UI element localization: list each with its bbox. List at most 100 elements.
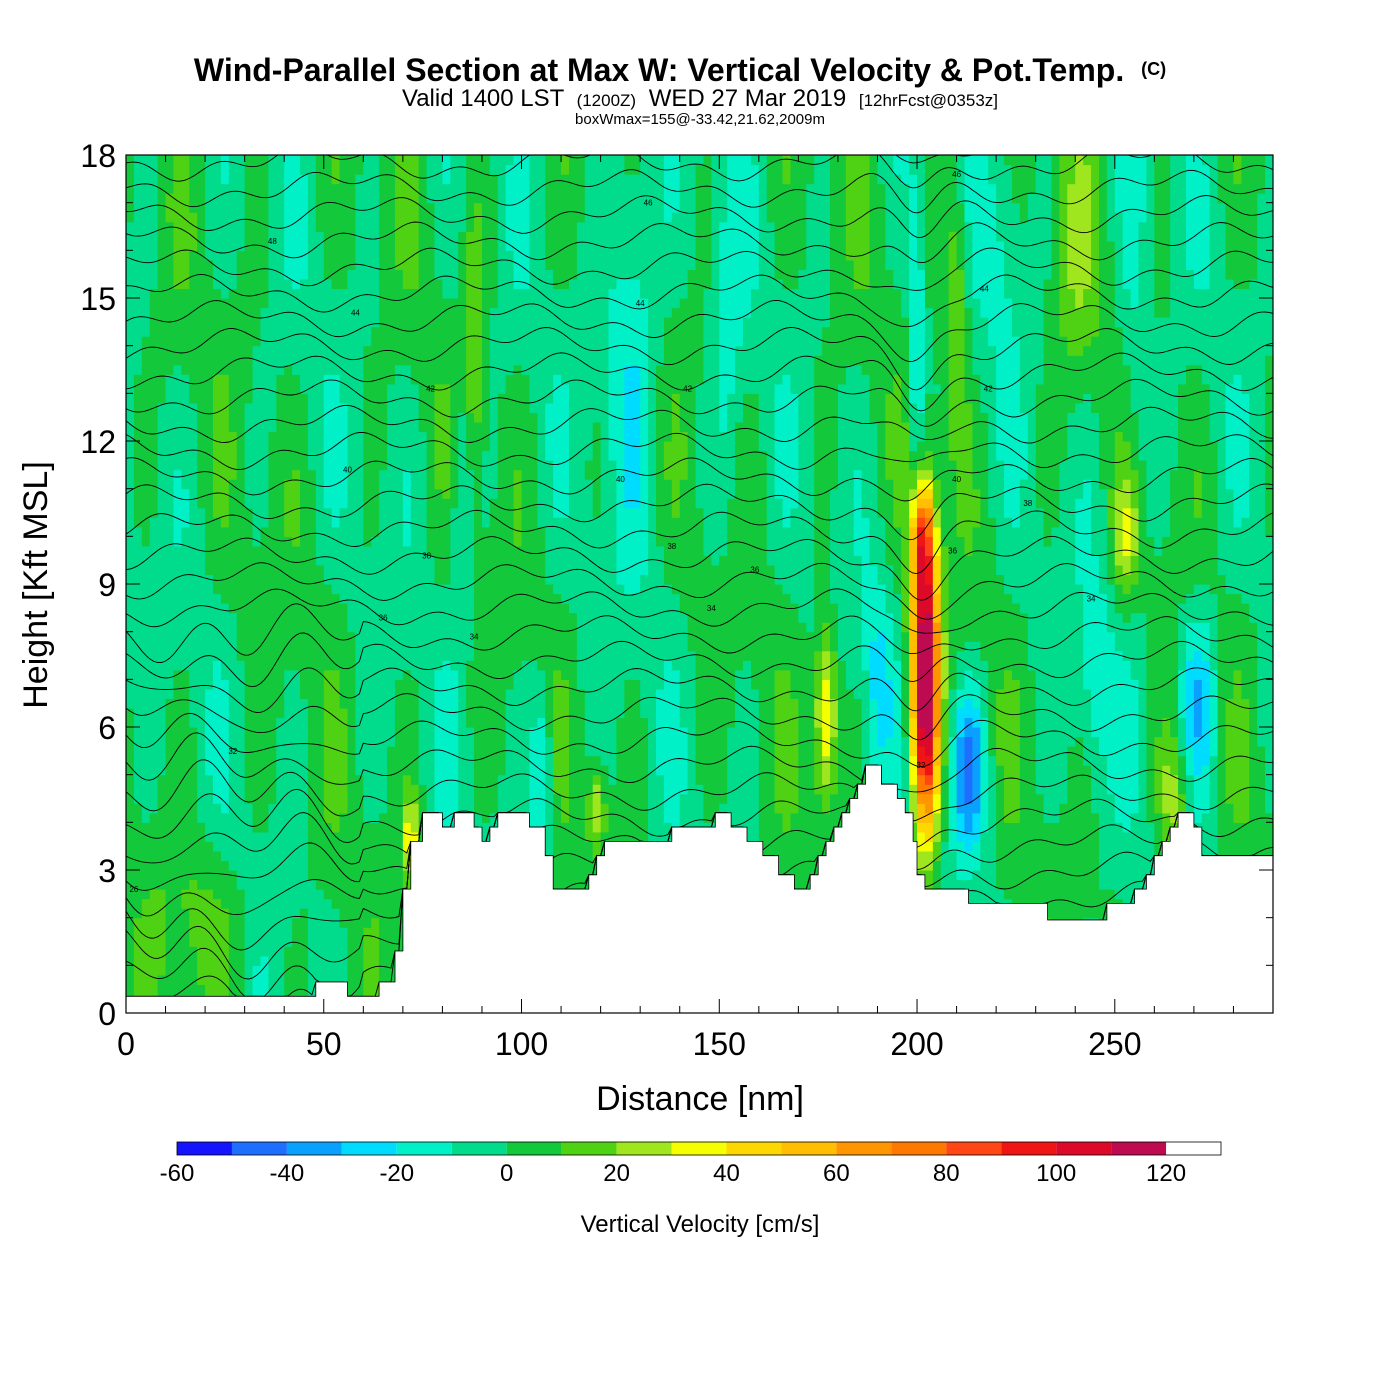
velocity-cell	[165, 746, 175, 757]
velocity-cell	[442, 155, 451, 166]
velocity-cell	[315, 526, 325, 537]
velocity-cell	[529, 688, 538, 699]
velocity-cell	[173, 841, 182, 852]
velocity-cell	[157, 545, 167, 556]
velocity-cell	[205, 765, 214, 776]
velocity-cell	[450, 307, 459, 318]
velocity-cell	[268, 946, 277, 957]
velocity-cell	[331, 364, 341, 375]
velocity-cell	[149, 183, 159, 194]
velocity-cell	[197, 631, 206, 642]
velocity-cell	[418, 364, 428, 375]
velocity-cell	[244, 488, 254, 499]
velocity-cell	[126, 507, 135, 518]
velocity-cell	[442, 812, 451, 823]
velocity-cell	[363, 183, 372, 194]
velocity-cell	[355, 984, 364, 995]
velocity-cell	[157, 631, 167, 642]
velocity-cell	[371, 212, 380, 223]
velocity-cell	[189, 402, 198, 413]
velocity-cell	[481, 641, 491, 652]
velocity-cell	[260, 746, 269, 757]
velocity-cell	[260, 765, 269, 776]
velocity-cell	[228, 174, 238, 185]
velocity-cell	[553, 698, 562, 709]
velocity-cell	[149, 526, 159, 537]
velocity-cell	[339, 803, 349, 814]
velocity-cell	[410, 526, 420, 537]
velocity-cell	[513, 660, 523, 671]
velocity-cell	[553, 155, 562, 166]
velocity-cell	[513, 231, 523, 242]
velocity-cell	[394, 345, 404, 356]
velocity-cell	[213, 526, 222, 537]
velocity-cell	[450, 326, 459, 337]
velocity-cell	[165, 870, 175, 881]
velocity-cell	[284, 927, 293, 938]
velocity-cell	[426, 584, 436, 595]
velocity-cell	[339, 326, 349, 337]
velocity-cell	[553, 269, 562, 280]
velocity-cell	[553, 774, 562, 785]
velocity-cell	[418, 469, 428, 480]
velocity-cell	[489, 755, 499, 766]
velocity-cell	[268, 307, 277, 318]
velocity-cell	[363, 488, 372, 499]
velocity-cell	[181, 526, 190, 537]
velocity-cell	[126, 650, 135, 661]
velocity-cell	[276, 593, 285, 604]
velocity-cell	[363, 698, 372, 709]
velocity-cell	[553, 183, 562, 194]
velocity-cell	[481, 584, 491, 595]
velocity-cell	[387, 917, 396, 928]
velocity-cell	[126, 850, 135, 862]
velocity-cell	[363, 317, 372, 328]
velocity-cell	[197, 822, 206, 833]
velocity-cell	[236, 259, 246, 270]
velocity-cell	[149, 641, 159, 652]
velocity-cell	[458, 278, 467, 290]
velocity-cell	[402, 660, 412, 671]
velocity-cell	[141, 412, 151, 423]
velocity-cell	[228, 193, 238, 204]
velocity-cell	[545, 555, 554, 566]
velocity-cell	[323, 831, 333, 842]
velocity-cell	[157, 517, 167, 528]
velocity-cell	[513, 174, 523, 185]
velocity-cell	[284, 879, 293, 890]
velocity-cell	[355, 212, 364, 223]
velocity-cell	[387, 336, 396, 347]
velocity-cell	[213, 555, 222, 566]
velocity-cell	[355, 974, 364, 985]
velocity-cell	[228, 488, 238, 499]
velocity-cell	[545, 774, 554, 785]
velocity-cell	[505, 765, 515, 776]
velocity-cell	[300, 393, 309, 404]
velocity-cell	[323, 774, 333, 785]
velocity-cell	[545, 755, 554, 766]
velocity-cell	[205, 679, 214, 690]
velocity-cell	[315, 564, 325, 576]
velocity-cell	[379, 965, 388, 976]
velocity-cell	[307, 927, 317, 938]
velocity-cell	[410, 364, 420, 375]
velocity-cell	[521, 755, 531, 766]
velocity-cell	[561, 822, 570, 833]
velocity-cell	[260, 155, 269, 166]
velocity-cell	[307, 746, 317, 757]
velocity-cell	[315, 450, 325, 461]
velocity-cell	[466, 574, 475, 585]
velocity-cell	[371, 908, 380, 919]
velocity-cell	[315, 202, 325, 213]
velocity-cell	[450, 221, 459, 232]
velocity-cell	[173, 612, 182, 623]
velocity-cell	[371, 545, 380, 556]
velocity-cell	[228, 879, 238, 890]
velocity-cell	[189, 812, 198, 823]
velocity-cell	[141, 298, 151, 309]
velocity-cell	[126, 784, 135, 795]
velocity-cell	[228, 622, 238, 633]
velocity-cell	[133, 240, 143, 251]
velocity-cell	[394, 879, 404, 890]
velocity-cell	[339, 421, 349, 433]
